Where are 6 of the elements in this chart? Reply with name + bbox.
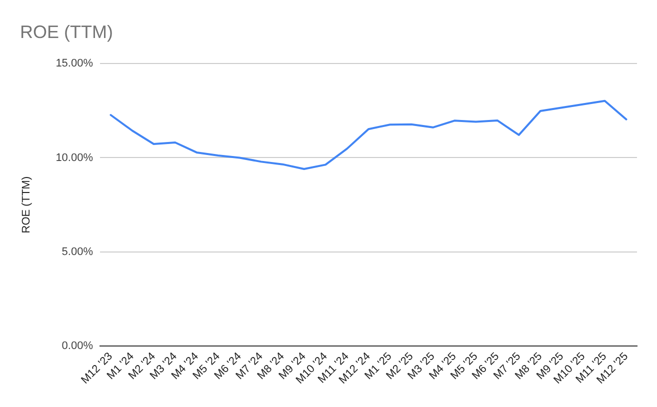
y-tick-label: 5.00% bbox=[62, 246, 94, 258]
y-axis-title: ROE (TTM) bbox=[20, 176, 33, 234]
y-tick-label: 10.00% bbox=[56, 152, 94, 164]
y-tick-label: 15.00% bbox=[56, 58, 94, 70]
y-tick-label: 0.00% bbox=[62, 340, 94, 352]
chart-title: ROE (TTM) bbox=[20, 22, 113, 42]
